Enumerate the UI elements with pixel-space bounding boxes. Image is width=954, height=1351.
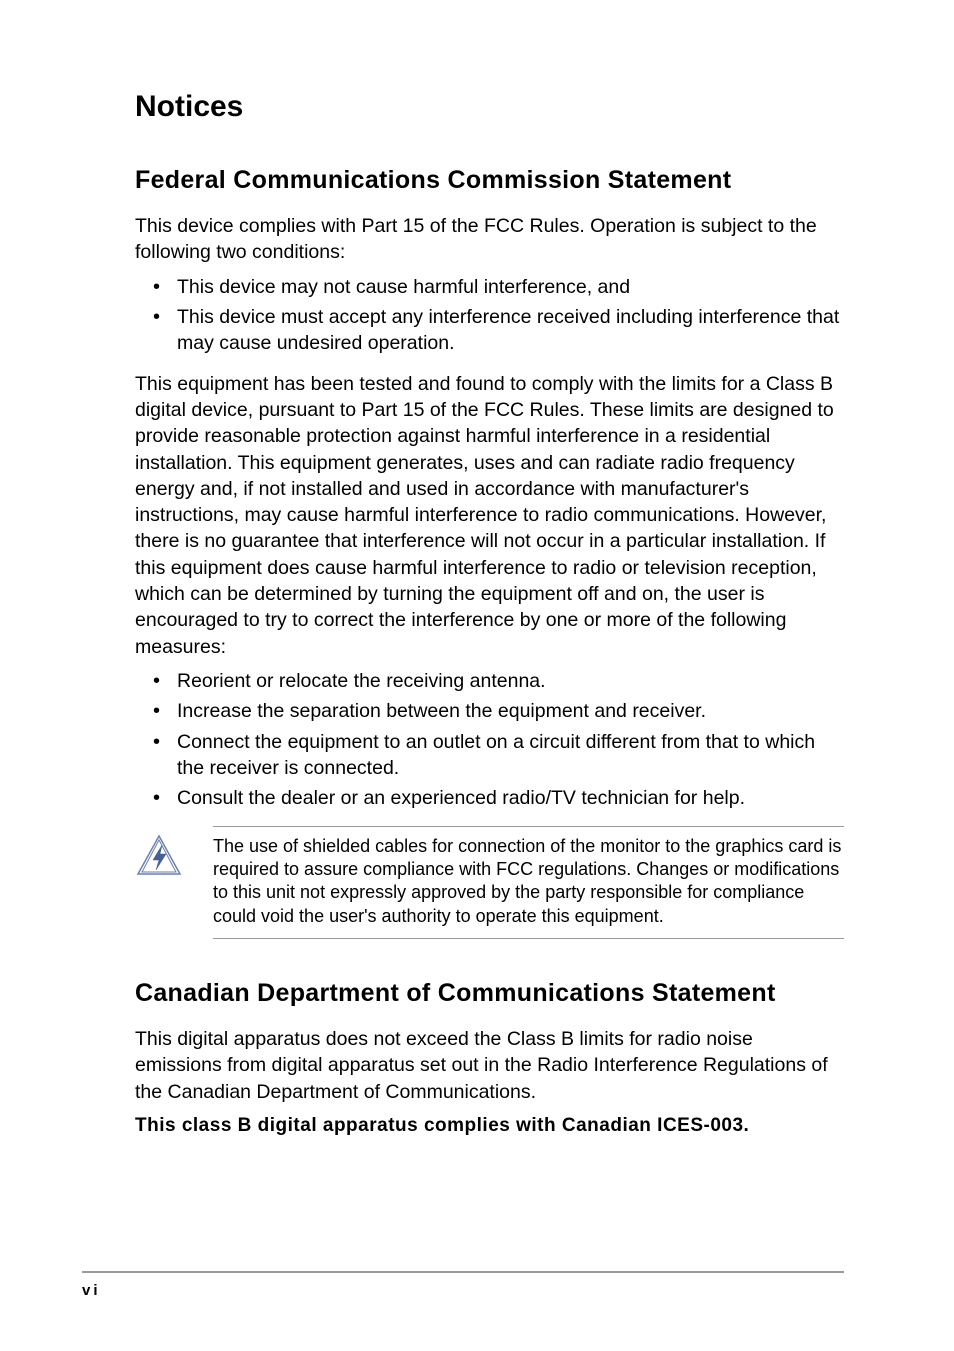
fcc-para2: This equipment has been tested and found… [135, 371, 844, 660]
list-item: Connect the equipment to an outlet on a … [135, 729, 844, 782]
footer-rule [82, 1271, 844, 1273]
fcc-heading: Federal Communications Commission Statem… [135, 166, 844, 195]
canada-heading: Canadian Department of Communications St… [135, 979, 844, 1008]
list-item: This device may not cause harmful interf… [135, 274, 844, 300]
callout-text: The use of shielded cables for connectio… [213, 826, 844, 940]
list-item: This device must accept any interference… [135, 304, 844, 357]
canada-bold: This class B digital apparatus complies … [135, 1113, 844, 1139]
fcc-conditions-list: This device may not cause harmful interf… [135, 274, 844, 357]
lightning-warning-icon [135, 834, 183, 878]
list-item: Increase the separation between the equi… [135, 698, 844, 724]
main-title: Notices [135, 90, 844, 124]
list-item: Reorient or relocate the receiving anten… [135, 668, 844, 694]
fcc-measures-list: Reorient or relocate the receiving anten… [135, 668, 844, 812]
page-content: Notices Federal Communications Commissio… [0, 0, 954, 1199]
canada-para: This digital apparatus does not exceed t… [135, 1026, 844, 1105]
callout-icon-col [135, 826, 213, 940]
fcc-intro: This device complies with Part 15 of the… [135, 213, 844, 266]
warning-callout: The use of shielded cables for connectio… [135, 826, 844, 940]
page-number: vi [82, 1282, 101, 1299]
list-item: Consult the dealer or an experienced rad… [135, 785, 844, 811]
